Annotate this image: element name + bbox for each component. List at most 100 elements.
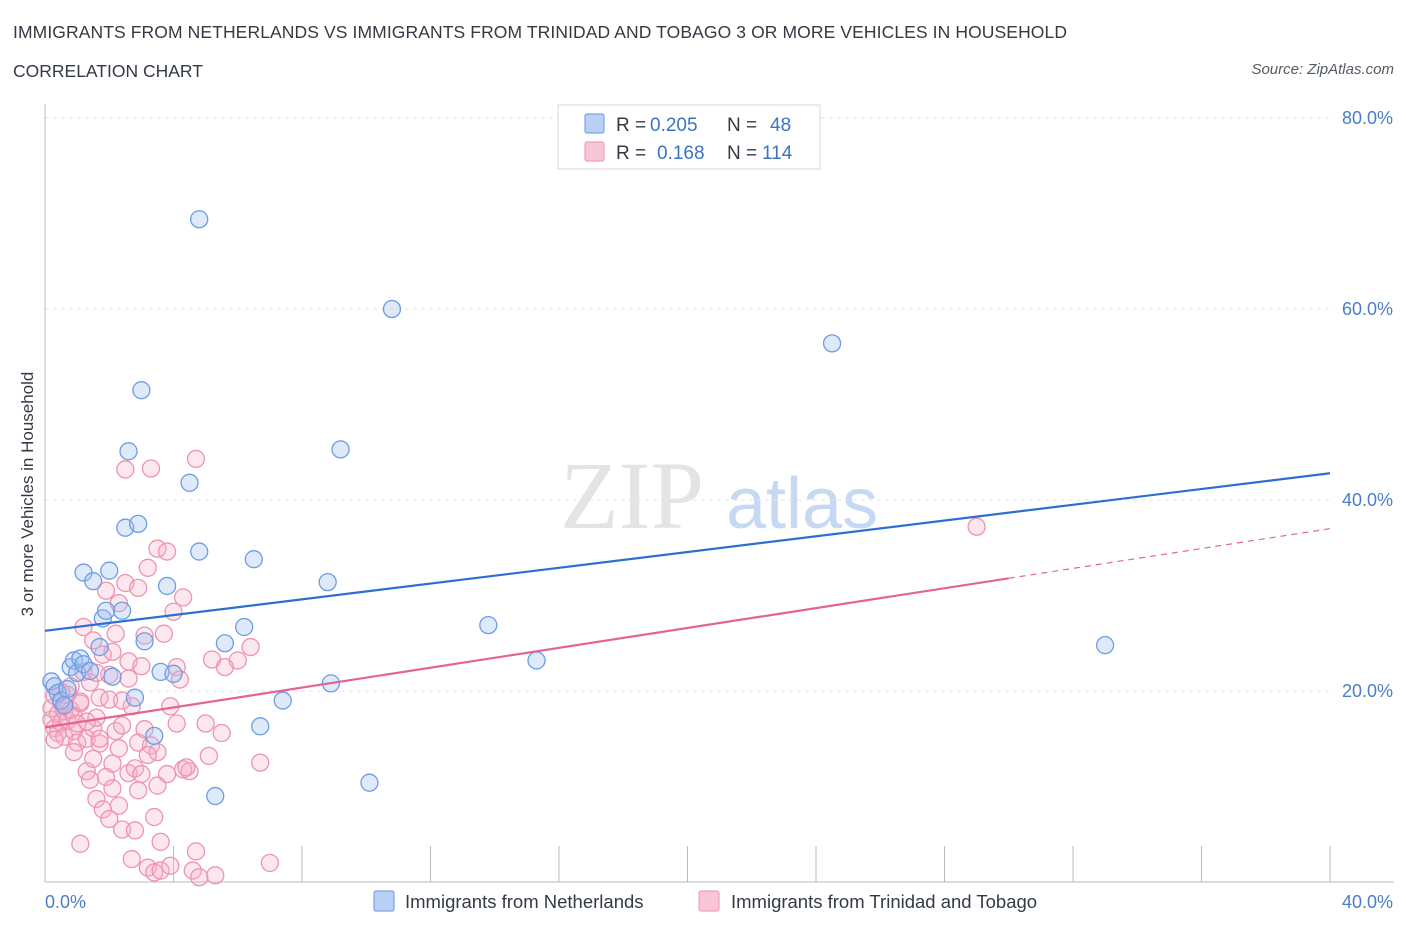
trinidad-point-62 xyxy=(141,459,161,478)
series-netherlands-points xyxy=(42,210,1115,806)
trinidad-point-96 xyxy=(45,730,64,749)
trinidad-point-53 xyxy=(125,821,145,840)
y-tick-label-2: 60.0% xyxy=(1342,299,1393,319)
tick-labels: 20.0% 40.0% 60.0% 80.0% 0.0% 40.0% xyxy=(45,108,1393,912)
trinidad-point-17 xyxy=(67,733,87,752)
trinidad-point-63 xyxy=(141,736,161,755)
trinidad-point-19 xyxy=(71,834,90,853)
trinidad-point-83 xyxy=(186,449,206,469)
legend-r-value-1: 0.205 xyxy=(650,115,698,136)
trend-line-netherlands xyxy=(44,472,1331,632)
netherlands-point-19 xyxy=(112,601,132,620)
trend-line-trinidad-extension xyxy=(1008,528,1331,579)
trinidad-point-106 xyxy=(148,776,167,795)
netherlands-point-29 xyxy=(164,664,183,683)
netherlands-point-24 xyxy=(132,381,151,400)
legend-n-value-1: 48 xyxy=(770,115,791,136)
top-legend: R = 0.205 N = 48 R = 0.168 N = 114 xyxy=(557,104,821,170)
netherlands-point-45 xyxy=(527,651,546,670)
netherlands-point-14 xyxy=(90,637,109,657)
trinidad-point-100 xyxy=(90,729,109,748)
bottom-legend-label-trinidad: Immigrants from Trinidad and Tobago xyxy=(731,891,1037,912)
trinidad-point-105 xyxy=(138,745,157,765)
trinidad-point-88 xyxy=(206,866,225,885)
netherlands-point-26 xyxy=(145,726,164,746)
netherlands-point-17 xyxy=(100,561,119,580)
bottom-legend-swatch-netherlands xyxy=(373,890,395,912)
trinidad-point-42 xyxy=(109,796,129,815)
legend-r-label-1: R = xyxy=(616,115,646,136)
trinidad-point-36 xyxy=(100,809,119,829)
trinidad-point-56 xyxy=(132,657,151,676)
netherlands-point-9 xyxy=(71,649,90,668)
trinidad-point-73 xyxy=(161,856,180,875)
chart-subtitle: CORRELATION CHART xyxy=(13,61,203,81)
trinidad-point-113 xyxy=(967,517,986,536)
gridlines xyxy=(45,117,1330,692)
netherlands-point-44 xyxy=(479,615,498,635)
trinidad-point-103 xyxy=(119,669,138,688)
legend-n-value-2: 114 xyxy=(762,143,793,164)
trinidad-point-61 xyxy=(138,558,157,577)
trinidad-point-82 xyxy=(186,842,206,861)
legend-n-label-1: N = xyxy=(727,115,757,136)
trinidad-point-93 xyxy=(260,853,280,873)
axes xyxy=(44,104,1394,883)
trinidad-point-58 xyxy=(135,626,154,645)
y-tick-label-0: 20.0% xyxy=(1342,681,1393,701)
source-label: Source: ZipAtlas.com xyxy=(1251,61,1394,78)
netherlands-point-28 xyxy=(157,576,177,596)
trinidad-point-68 xyxy=(151,832,170,852)
netherlands-point-10 xyxy=(74,655,93,674)
netherlands-point-36 xyxy=(244,550,263,569)
trinidad-point-108 xyxy=(177,758,196,777)
trinidad-point-84 xyxy=(190,868,209,887)
trinidad-point-86 xyxy=(199,746,218,766)
trinidad-point-39 xyxy=(103,779,122,798)
x-tick-label-1: 40.0% xyxy=(1342,892,1393,912)
series-trinidad-points xyxy=(42,449,986,887)
trinidad-point-71 xyxy=(157,542,177,561)
trinidad-point-54 xyxy=(129,578,148,598)
trinidad-point-90 xyxy=(228,651,247,670)
legend-r-label-2: R = xyxy=(616,143,646,164)
trinidad-point-92 xyxy=(251,753,270,772)
bottom-legend: Immigrants from Netherlands Immigrants f… xyxy=(373,890,1037,912)
netherlands-point-35 xyxy=(235,617,254,637)
trinidad-point-59 xyxy=(135,720,154,739)
trinidad-point-44 xyxy=(112,820,132,839)
trinidad-point-94 xyxy=(84,749,103,768)
x-tick-label-0: 0.0% xyxy=(45,892,86,912)
legend-r-value-2: 0.168 xyxy=(657,143,705,164)
legend-swatch-trinidad xyxy=(584,141,605,162)
trinidad-point-74 xyxy=(164,602,183,621)
watermark-atlas: atlas xyxy=(726,464,878,544)
netherlands-point-4 xyxy=(55,696,74,715)
trinidad-point-110 xyxy=(64,742,84,762)
trinidad-point-45 xyxy=(112,716,132,735)
watermark-zip: ZIP xyxy=(560,442,704,549)
netherlands-point-16 xyxy=(96,601,116,620)
trend-line-trinidad xyxy=(44,577,1009,729)
netherlands-point-30 xyxy=(180,473,199,492)
trend-lines xyxy=(44,472,1331,729)
netherlands-point-5 xyxy=(58,679,77,699)
trinidad-point-28 xyxy=(87,789,106,809)
trinidad-point-98 xyxy=(71,692,90,711)
trinidad-point-85 xyxy=(196,714,215,733)
netherlands-point-25 xyxy=(135,632,154,651)
netherlands-point-13 xyxy=(84,572,103,591)
trinidad-point-37 xyxy=(100,690,119,709)
trinidad-point-91 xyxy=(241,637,260,657)
trinidad-point-65 xyxy=(145,807,164,827)
trinidad-point-104 xyxy=(129,781,148,800)
netherlands-point-34 xyxy=(215,634,235,653)
trinidad-point-70 xyxy=(154,624,174,643)
legend-n-label-2: N = xyxy=(727,143,757,164)
netherlands-point-43 xyxy=(382,299,402,319)
trinidad-point-109 xyxy=(212,723,231,743)
trinidad-point-57 xyxy=(132,764,151,784)
netherlands-point-38 xyxy=(273,691,292,710)
netherlands-point-31 xyxy=(190,542,209,561)
